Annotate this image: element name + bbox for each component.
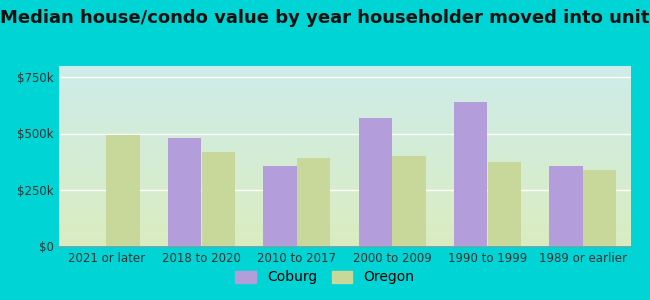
Bar (202, 152, 235, 246)
Bar (392, 156, 426, 246)
Legend: Coburg, Oregon: Coburg, Oregon (230, 265, 420, 290)
Bar (263, 166, 297, 246)
Bar (359, 118, 392, 246)
Bar (168, 138, 202, 246)
Bar (549, 166, 583, 246)
Bar (106, 135, 140, 246)
Bar (583, 169, 616, 246)
Bar (454, 102, 488, 246)
Bar (488, 162, 521, 246)
Bar (297, 158, 330, 246)
Text: Median house/condo value by year householder moved into unit: Median house/condo value by year househo… (0, 9, 650, 27)
